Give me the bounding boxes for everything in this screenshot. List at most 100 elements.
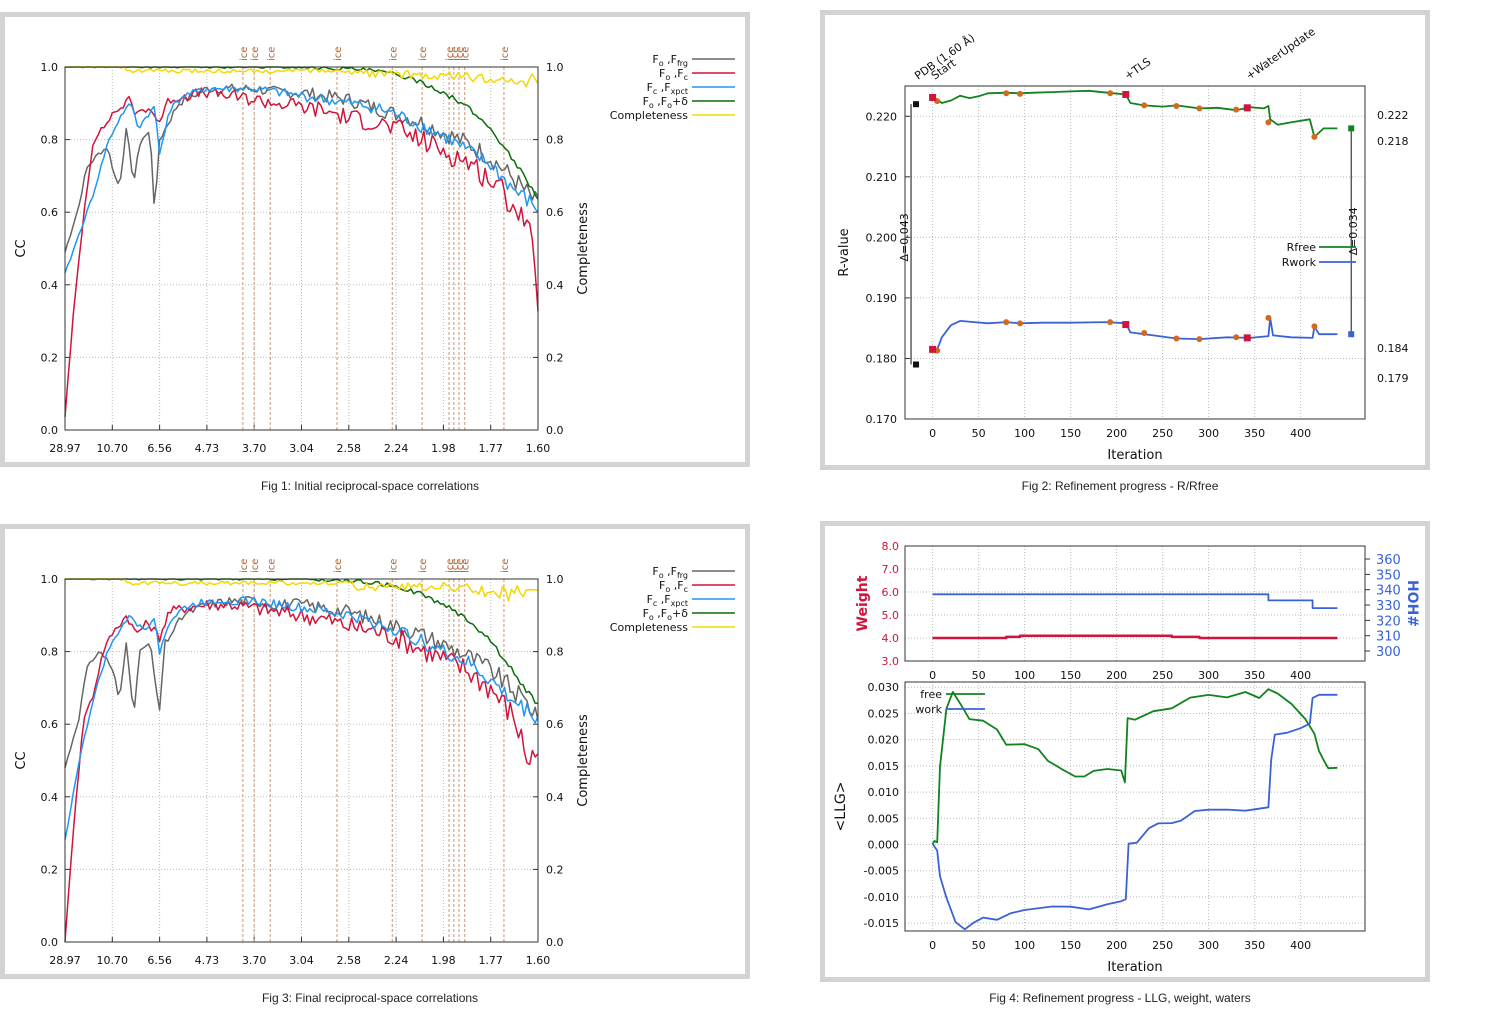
legend-main: F [647,593,653,606]
x-tick-label: 1.60 [526,442,551,455]
legend-main: F [652,565,658,578]
series-line-red [64,87,539,417]
marker [1196,105,1203,112]
marker [1141,102,1148,109]
plot-frame [904,85,1366,420]
legend-sep: ,F [670,67,683,80]
x-tick-label: 300 [1198,427,1219,440]
right-value-label: 0.218 [1377,135,1409,148]
event-annotation: +WaterUpdate [1244,25,1318,83]
ice-label: ice [450,559,461,573]
ice-label: ice [461,559,472,573]
marker [1107,319,1114,326]
marker [1003,90,1010,97]
y-tick-label: 0.0 [41,936,59,949]
legend-label: Fc ,Fxpct [647,81,688,96]
x-tick-label: 2.24 [384,442,409,455]
fig3-chart: 0.0 0.0 0.2 0.2 0.4 0.4 0.6 0.6 0.8 0.8 1.0 1.0 28.9… [14,559,735,967]
legend-tail: +δ [672,607,688,620]
legend-main: F [659,579,665,592]
y-tick-label: 0.4 [41,791,59,804]
y-tick-label: 0.8 [41,134,59,147]
weight-axis-label: Weight [855,575,871,631]
y-tick-label: 0.010 [868,786,900,799]
x-tick-label: 2.58 [337,442,362,455]
fig3-caption: Fig 3: Final reciprocal-space correlatio… [261,991,479,1005]
legend-label: Rwork [1282,256,1317,269]
x-tick-label: 250 [1152,939,1173,952]
y-tick-label: 0.0 [41,424,59,437]
fig4-caption: Fig 4: Refinement progress - LLG, weight… [989,991,1251,1005]
y-tick-label: 0.210 [866,171,898,184]
y2-axis-label: Completeness [576,714,591,807]
marker [1233,106,1240,113]
series-line-yellow [65,66,539,88]
event-marker [929,345,937,353]
fig2-caption: Fig 2: Refinement progress - R/Rfree [1021,479,1219,493]
legend-sep: ,F [657,81,670,94]
ice-label: ice [333,47,344,61]
legend-main: F [659,67,665,80]
x-tick-label: 350 [1244,669,1265,682]
legend-sub: c [684,73,688,82]
x-tick-label: 150 [1060,939,1081,952]
x-axis-label: Iteration [1107,960,1162,975]
legend-sub: o [649,613,654,622]
event-marker [1243,334,1251,342]
series-line-gray [64,595,539,769]
ice-label: ice [445,47,456,61]
legend-label: Rfree [1287,241,1317,254]
x-tick-label: 2.24 [384,954,409,967]
ice-label: ice [418,47,429,61]
pdb-marker [913,361,920,368]
legend-label: Fo ,Fo+δ [643,607,689,622]
x-tick-label: 3.04 [289,442,314,455]
x-tick-label: 1.98 [431,442,456,455]
marker [1265,119,1272,126]
event-marker [1122,90,1130,98]
legend-sub: o [665,585,670,594]
series-Rwork [932,316,1338,351]
legend-label: Fo ,Fc [659,67,688,82]
y-tick-label: 0.025 [868,707,900,720]
y2-tick-label: 0.8 [546,646,564,659]
y-tick-label: 0.200 [866,231,898,244]
marker [1311,133,1318,140]
x-tick-label: 100 [1014,939,1035,952]
hoh-tick-label: 320 [1376,614,1401,629]
legend-main: F [647,81,653,94]
ice-label: ice [500,559,511,573]
y2-tick-label: 0.4 [546,279,564,292]
ice-label: ice [418,559,429,573]
y-axis-label: CC [14,239,29,257]
x-tick-label: 3.70 [242,442,267,455]
ice-label: ice [239,559,250,573]
hoh-tick-label: 300 [1376,645,1401,660]
plot-frame [64,578,539,943]
legend-label: Completeness [610,621,688,634]
ice-label: ice [250,559,261,573]
x-tick-label: 0 [929,669,936,682]
x-tick-label: 6.56 [147,442,172,455]
legend-sub: o [659,59,664,68]
marker [1173,102,1180,109]
y-tick-label: 0.6 [41,206,59,219]
x-tick-label: 300 [1198,669,1219,682]
y-tick-label: 0.220 [866,110,898,123]
fig4-panel: 3.0 4.0 5.0 6.0 7.0 8.0 300 310 320 330 340 350 360 0… [820,521,1430,982]
series-line-blue [64,85,539,274]
x-tick-label: 2.58 [337,954,362,967]
legend-label: Fo ,Ffrg [652,53,688,68]
y-tick-label: 1.0 [41,61,59,74]
x-tick-label: 0 [929,939,936,952]
legend-sub: o [667,613,672,622]
legend-label: work [915,703,942,716]
marker [1003,319,1010,326]
x-tick-label: 100 [1014,427,1035,440]
final-marker [1348,331,1355,338]
ice-label: ice [455,47,466,61]
hoh-tick-label: 330 [1376,599,1401,614]
legend-main: Completeness [610,109,688,122]
series-line-yellow [65,578,539,602]
x-tick-label: 4.73 [195,442,220,455]
